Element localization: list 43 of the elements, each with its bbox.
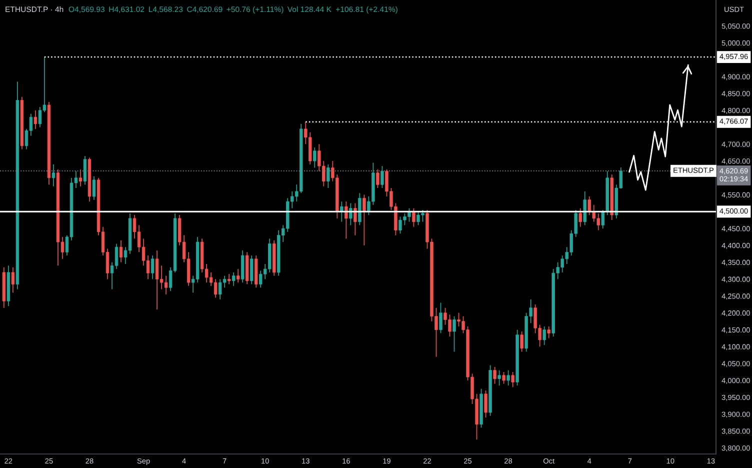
candlestick — [547, 326, 550, 339]
candlestick — [349, 202, 352, 226]
candlestick — [380, 166, 384, 188]
candlestick — [506, 370, 510, 386]
candlestick — [362, 194, 366, 246]
candlestick — [493, 366, 496, 384]
candlestick — [542, 326, 546, 346]
candlestick — [232, 272, 236, 286]
candlestick — [340, 201, 344, 222]
candlestick — [236, 268, 240, 283]
candlestick — [326, 164, 330, 188]
candlestick — [52, 164, 56, 187]
candlestick — [578, 208, 582, 228]
candlestick — [520, 331, 524, 352]
candlestick — [38, 106, 42, 128]
candlestick — [583, 190, 586, 226]
candlestick — [601, 210, 604, 229]
candlestick — [502, 372, 506, 384]
candlestick — [241, 250, 244, 283]
candlestick — [92, 176, 96, 200]
candlestick — [313, 147, 316, 168]
candlestick — [83, 156, 87, 186]
candlestick — [511, 372, 514, 388]
candlestick — [344, 201, 348, 240]
candlestick — [78, 169, 82, 187]
candlestick — [227, 274, 231, 285]
candlestick — [354, 202, 357, 236]
candlestick — [376, 169, 380, 188]
candlestick — [484, 390, 488, 418]
candlestick — [439, 302, 442, 334]
candlestick — [412, 208, 416, 228]
candlestick — [588, 196, 591, 216]
candlestick — [214, 278, 218, 298]
candlestick — [164, 275, 168, 295]
candlestick — [11, 266, 15, 294]
candlestick — [150, 255, 154, 280]
candlestick — [34, 110, 38, 130]
candlestick — [452, 316, 456, 352]
candlestick — [119, 240, 123, 263]
candlestick — [498, 370, 501, 386]
candlestick — [250, 255, 254, 285]
candlestick — [358, 192, 362, 226]
candlestick — [114, 243, 118, 270]
